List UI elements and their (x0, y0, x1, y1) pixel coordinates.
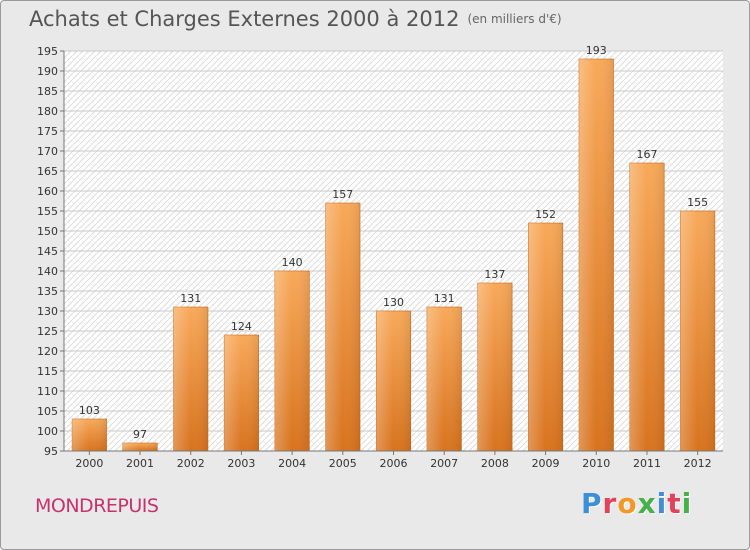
x-tick-label: 2004 (278, 457, 306, 470)
x-tick-label: 2008 (481, 457, 509, 470)
bar-shade (477, 283, 513, 451)
bar-shade (274, 271, 310, 451)
x-tick-label: 2002 (177, 457, 205, 470)
bar-shade (224, 335, 259, 451)
x-tick-label: 2000 (75, 457, 103, 470)
data-label: 124 (231, 320, 252, 333)
y-tick-label: 165 (37, 165, 58, 178)
y-tick-label: 110 (37, 385, 58, 398)
y-tick-label: 135 (37, 285, 58, 298)
x-tick-label: 2005 (329, 457, 357, 470)
logo-letter: x (637, 487, 657, 520)
y-tick-label: 180 (37, 105, 58, 118)
y-tick-label: 145 (37, 245, 58, 258)
y-tick-label: 185 (37, 85, 58, 98)
bar-shade (579, 59, 614, 451)
x-tick-label: 2011 (633, 457, 661, 470)
data-label: 157 (332, 188, 353, 201)
x-tick-label: 2001 (126, 457, 154, 470)
bar-shade (72, 419, 107, 451)
logo-letter: i (681, 487, 693, 520)
logo-letter: r (602, 487, 618, 520)
x-tick-label: 2006 (380, 457, 408, 470)
chart-subtitle: (en milliers d'€) (467, 12, 562, 26)
y-tick-label: 175 (37, 125, 58, 138)
y-tick-label: 105 (37, 405, 58, 418)
data-label: 97 (133, 428, 147, 441)
bar-shade (629, 163, 665, 451)
y-tick-label: 115 (37, 365, 58, 378)
data-label: 137 (484, 268, 505, 281)
y-tick-label: 130 (37, 305, 58, 318)
bar-shade (426, 307, 462, 451)
logo-letter: t (667, 487, 682, 520)
x-tick-label: 2003 (227, 457, 255, 470)
chart-title: Achats et Charges Externes 2000 à 2012 (e… (29, 7, 562, 31)
data-label: 155 (687, 196, 708, 209)
logo-letter: o (617, 487, 638, 520)
y-tick-label: 150 (37, 225, 58, 238)
x-tick-label: 2012 (684, 457, 712, 470)
data-label: 140 (282, 256, 303, 269)
data-label: 103 (79, 404, 100, 417)
bar-shade (173, 307, 208, 451)
y-tick-label: 195 (37, 45, 58, 58)
bar-shade (528, 223, 563, 451)
commune-name: MONDREPUIS (35, 495, 159, 517)
logo-letter: P (581, 487, 603, 520)
y-tick-label: 170 (37, 145, 58, 158)
data-label: 130 (383, 296, 404, 309)
y-tick-label: 95 (44, 445, 58, 458)
x-tick-label: 2007 (430, 457, 458, 470)
proxiti-logo: Proxiti (581, 487, 692, 520)
data-label: 193 (586, 44, 607, 57)
data-label: 152 (535, 208, 556, 221)
bar-shade (680, 211, 715, 451)
y-tick-label: 160 (37, 185, 58, 198)
x-tick-label: 2009 (532, 457, 560, 470)
chart-title-text: Achats et Charges Externes 2000 à 2012 (29, 7, 460, 31)
y-tick-label: 190 (37, 65, 58, 78)
data-label: 131 (180, 292, 201, 305)
y-tick-label: 100 (37, 425, 58, 438)
y-tick-label: 125 (37, 325, 58, 338)
y-tick-label: 120 (37, 345, 58, 358)
bar-shade (122, 443, 158, 451)
y-tick-label: 155 (37, 205, 58, 218)
y-tick-label: 140 (37, 265, 58, 278)
data-label: 167 (636, 148, 657, 161)
data-label: 131 (434, 292, 455, 305)
bar-shade (376, 311, 411, 451)
logo-letter: i (656, 487, 668, 520)
x-tick-label: 2010 (582, 457, 610, 470)
bar-shade (325, 203, 361, 451)
